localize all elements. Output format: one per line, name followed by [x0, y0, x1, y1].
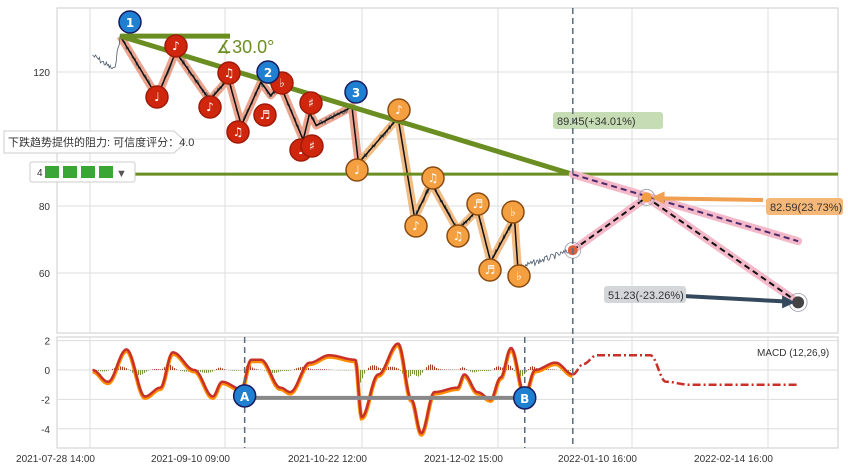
divergence-marker-b-label: B	[520, 392, 529, 406]
resistance-note: 下跌趋势提供的阻力: 可信度评分：4.0	[3, 130, 194, 154]
trendline	[119, 33, 574, 177]
macd-panel	[92, 342, 798, 437]
rating-box: 4 ▼	[29, 161, 136, 183]
resistance-price-label: 89.45(+34.01%)	[557, 116, 636, 128]
wave-marker-orange	[345, 158, 369, 182]
wave-marker-orange-label: ♫	[453, 229, 464, 243]
wave-marker-red-label: ♫	[233, 125, 244, 139]
frog-icon	[45, 166, 59, 178]
wave-marker-red-label: ♯	[309, 139, 315, 153]
y-tick-label: 120	[33, 68, 50, 79]
x-tick-label: 2022-02-14 16:00	[694, 454, 773, 465]
wave-marker-orange	[404, 214, 428, 238]
price-panel	[92, 33, 838, 312]
wave-number-marker	[256, 60, 280, 84]
target-up-label: 82.59(23.73%)	[770, 202, 842, 214]
x-tick-label: 2021-12-02 15:00	[424, 454, 503, 465]
wave-number-marker	[344, 80, 368, 104]
target-down-dot	[792, 296, 805, 309]
x-tick-label: 2021-07-28 14:00	[16, 454, 95, 465]
wave-marker-orange	[421, 166, 445, 190]
wave-marker-red	[164, 34, 188, 58]
arrow-up-target	[660, 196, 764, 202]
target-up-dot	[641, 192, 652, 203]
target-down-label-bg	[604, 286, 686, 303]
wave-marker-red-label: ♪	[172, 39, 180, 53]
macd-frame	[56, 336, 839, 449]
rating-value: 4	[37, 168, 43, 179]
y-tick-label: 80	[39, 202, 51, 213]
wave-marker-orange-label: ♭	[510, 205, 516, 219]
wave-marker-orange-label: ♭	[516, 269, 522, 283]
wave-marker-red-label: ♬	[260, 108, 271, 122]
wave-marker-red	[145, 85, 169, 109]
arrow-head	[782, 295, 796, 309]
y-tick-label: 60	[39, 269, 51, 280]
wave-marker-orange-label: ♪	[395, 103, 403, 117]
signal-icon: ▼	[116, 168, 127, 180]
x-tick-label: 2021-09-10 09:00	[151, 454, 230, 465]
wave-number-marker-label: 3	[352, 86, 360, 100]
wave-marker-orange	[466, 192, 490, 216]
wave-number-marker-label: 1	[126, 16, 134, 30]
wave-band-orange	[355, 113, 522, 269]
wave-marker-orange-label: ♫	[428, 171, 439, 185]
wave-marker-red-label: ♯	[308, 96, 314, 110]
wave-marker-orange-label: ♩	[354, 163, 360, 177]
wave-marker-red-label: ♭	[279, 76, 285, 90]
wave-marker-red-label: ♫	[224, 66, 235, 80]
trend-projection	[572, 173, 799, 243]
wave-number-marker	[118, 10, 142, 34]
divergence-marker-a	[232, 384, 257, 408]
wave-marker-orange	[478, 258, 502, 282]
wave-marker-orange	[507, 264, 531, 288]
wave-marker-red	[299, 91, 323, 115]
wave-marker-red	[198, 95, 222, 119]
annotations: 89.45(+34.01%) 82.59(23.73%) 51.23(-23.26%…	[118, 8, 843, 448]
resistance-price-label-bg	[553, 112, 663, 129]
resistance-note-text: 下跌趋势提供的阻力: 可信度评分：4.0	[8, 135, 194, 149]
y-tick-label: -2	[41, 395, 50, 406]
wave-marker-orange	[446, 224, 470, 248]
frog-icon	[99, 166, 113, 178]
y-tick-label: -4	[41, 425, 50, 436]
macd-title: MACD (12,26,9)	[757, 348, 829, 359]
wave-marker-orange	[387, 98, 411, 122]
wave-marker-red-label: ♪	[206, 100, 214, 114]
wave-marker-orange-label: ♬	[485, 263, 496, 277]
arrow-head	[651, 191, 665, 205]
wave-marker-orange-label: ♬	[473, 197, 484, 211]
frog-icon	[63, 166, 77, 178]
frog-icon	[81, 166, 95, 178]
wave-marker-red	[226, 120, 250, 144]
y-tick-label: 2	[44, 337, 50, 348]
target-down-label: 51.23(-23.26%)	[608, 290, 684, 302]
wave-marker-orange-label: ♪	[412, 219, 420, 233]
y-tick-label: 0	[44, 366, 50, 377]
angle-label: ∡30.0°	[216, 37, 274, 57]
divergence-marker-a-label: A	[240, 390, 250, 404]
wave-marker-orange	[501, 200, 525, 224]
wave-number-marker-label: 2	[264, 66, 272, 80]
wave-marker-red-label: ♩	[154, 90, 160, 104]
x-tick-label: 2022-01-10 16:00	[558, 454, 637, 465]
divergence-marker-b	[512, 386, 537, 410]
x-tick-label: 2021-10-22 12:00	[288, 454, 367, 465]
signal-line	[92, 343, 573, 437]
wave-marker-red	[253, 103, 277, 127]
wave-marker-red	[217, 61, 241, 85]
target-up-label-bg	[766, 198, 843, 215]
wave-marker-red	[300, 134, 324, 158]
macd-forecast-line	[572, 354, 798, 386]
wave-zigzag	[119, 35, 519, 269]
